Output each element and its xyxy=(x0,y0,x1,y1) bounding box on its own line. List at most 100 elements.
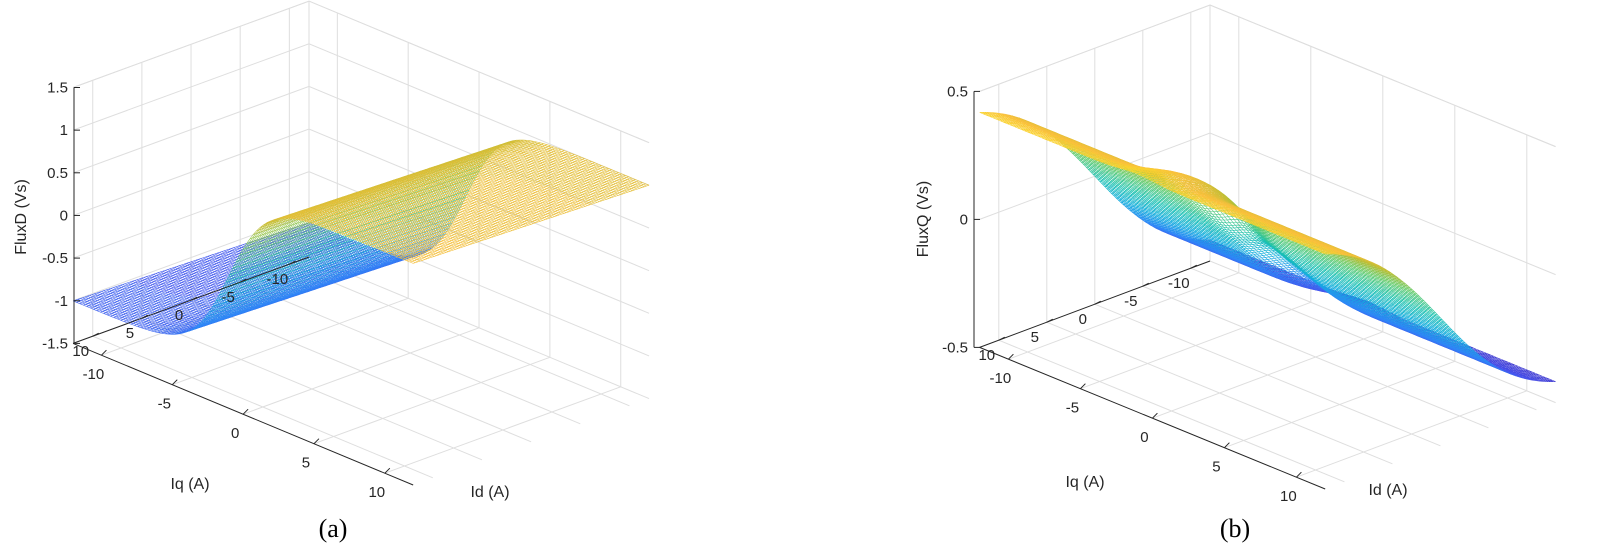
x-tick-mark xyxy=(1296,471,1302,478)
y-tick-mark xyxy=(1094,300,1102,305)
x-gridline xyxy=(1224,105,1456,449)
surface-mesh-lines xyxy=(1083,163,1434,311)
x-tick-label: -10 xyxy=(990,370,1012,387)
axes-front: -1.5 -1 -0.5 0 0.5 1 1.5 -10 -5 0 5 10 -10 -5 0 5 10 xyxy=(42,80,414,501)
x-tick-mark xyxy=(384,467,391,474)
axes-front: -0.5 0 0.5 -10 -5 0 5 10 -10 -5 0 5 10 xyxy=(942,83,1326,505)
x-tick-mark xyxy=(1224,442,1230,449)
surface-mesh-lines xyxy=(1080,161,1430,307)
x-gridline xyxy=(1008,16,1240,360)
surface-mesh-lines xyxy=(1117,199,1466,344)
x-axis-line xyxy=(979,346,1326,490)
y-tick-mark xyxy=(239,278,247,283)
surface-mesh-lines xyxy=(1108,190,1457,335)
x-gridline xyxy=(313,101,551,445)
surface-mesh-lines xyxy=(225,189,470,283)
surface-mesh-lines xyxy=(1133,213,1485,360)
surface-mesh-lines xyxy=(229,189,469,276)
x-gridline xyxy=(172,42,409,386)
x-tick-mark xyxy=(1152,412,1158,419)
surface-mesh-lines xyxy=(198,238,442,325)
y-tick-label: -10 xyxy=(1168,275,1190,292)
y-tick-label: -10 xyxy=(266,271,288,288)
y-tick-mark xyxy=(289,260,296,265)
x-axis-label: Id (A) xyxy=(470,484,509,501)
x-tick-label: -5 xyxy=(1066,400,1079,417)
x-tick-label: -10 xyxy=(83,366,105,383)
y-tick-label: 0 xyxy=(1079,311,1087,328)
x-gridline xyxy=(1152,75,1384,419)
panel-a: -1.5 -1 -0.5 0 0.5 1 1.5 -10 -5 0 5 10 -10 -5 0 5 10 Id … xyxy=(13,0,650,543)
surface-mesh-lines xyxy=(311,217,470,264)
x-gridline xyxy=(1080,46,1312,390)
z-axis-label: FluxD (Vs) xyxy=(13,179,30,255)
z-tick-label: -1.5 xyxy=(42,335,68,352)
z-tick-label: 1 xyxy=(60,122,68,139)
surface-mesh-lines xyxy=(273,140,544,221)
z-axis-label: FluxQ (Vs) xyxy=(915,181,932,257)
y-tick-label: -5 xyxy=(222,289,235,306)
y-tick-label: -5 xyxy=(1124,293,1137,310)
x-tick-label: 0 xyxy=(231,425,239,442)
x-tick-label: 10 xyxy=(368,484,385,501)
panel-caption: (a) xyxy=(319,514,348,543)
y-tick-label: 0 xyxy=(175,307,183,324)
x-tick-mark xyxy=(101,349,107,356)
x-tick-mark xyxy=(1080,383,1086,390)
z-tick-label: -0.5 xyxy=(942,339,968,356)
x-gridline xyxy=(1296,134,1528,478)
y-tick-label: 10 xyxy=(978,347,995,364)
surface-mesh-lines xyxy=(986,112,1342,255)
x-tick-mark xyxy=(171,379,178,386)
surface-mesh-lines xyxy=(1124,205,1473,350)
z-tick-label: 0 xyxy=(60,207,68,224)
x-tick-label: 0 xyxy=(1140,429,1148,446)
surface-mesh xyxy=(72,139,650,335)
y-tick-mark xyxy=(1190,264,1198,269)
panel-b: -0.5 0 0.5 -10 -5 0 5 10 -10 -5 0 5 10 Id (A) Iq (A)… xyxy=(915,4,1556,543)
surface-mesh-lines xyxy=(1087,168,1437,314)
z-tick-label: -1 xyxy=(55,293,68,310)
x-tick-label: 5 xyxy=(302,455,310,472)
surface-mesh-lines xyxy=(1073,154,1425,302)
y-tick-label: 10 xyxy=(72,343,89,360)
x-tick-mark xyxy=(242,408,249,415)
surface-mesh-lines xyxy=(979,112,1333,255)
x-tick-label: 5 xyxy=(1212,459,1220,476)
panel-caption: (b) xyxy=(1220,514,1250,543)
y-tick-mark xyxy=(998,336,1006,341)
y-tick-mark xyxy=(1046,318,1054,323)
y-tick-label: 5 xyxy=(126,325,134,342)
surface-mesh-lines xyxy=(1131,211,1480,356)
surface-mesh-lines xyxy=(290,176,593,245)
surface-mesh-lines xyxy=(1078,159,1427,304)
z-tick-label: 0.5 xyxy=(947,83,968,100)
z-tick-label: 1.5 xyxy=(47,80,68,97)
y-tick-mark xyxy=(190,296,198,301)
y-tick-mark xyxy=(92,332,99,337)
x-tick-mark xyxy=(313,438,320,445)
y-axis-label: Iq (A) xyxy=(170,476,209,493)
z-tick-label: -0.5 xyxy=(42,250,68,267)
surface-mesh xyxy=(979,112,1556,382)
surface-mesh-lines xyxy=(1004,113,1358,258)
x-tick-mark xyxy=(1008,353,1014,360)
y-tick-mark xyxy=(1142,282,1150,287)
z-tick-label: 0 xyxy=(960,211,968,228)
surface-mesh-lines xyxy=(202,233,446,321)
x-axis-label: Id (A) xyxy=(1368,482,1407,499)
x-tick-label: 10 xyxy=(1280,488,1297,505)
surface-mesh-lines xyxy=(236,170,480,262)
surface-mesh-lines xyxy=(1096,178,1446,323)
y-tick-label: 5 xyxy=(1031,329,1039,346)
surface-mesh-lines xyxy=(229,183,473,276)
surface-mesh-lines xyxy=(1099,180,1448,326)
surface-mesh-lines xyxy=(1121,168,1157,184)
surface-mesh-lines xyxy=(1089,171,1439,316)
x-gridline xyxy=(384,130,622,474)
y-axis-label: Iq (A) xyxy=(1065,474,1104,491)
x-tick-label: -5 xyxy=(158,396,171,413)
z-tick-label: 0.5 xyxy=(47,165,68,182)
y-tick-mark xyxy=(141,314,149,319)
